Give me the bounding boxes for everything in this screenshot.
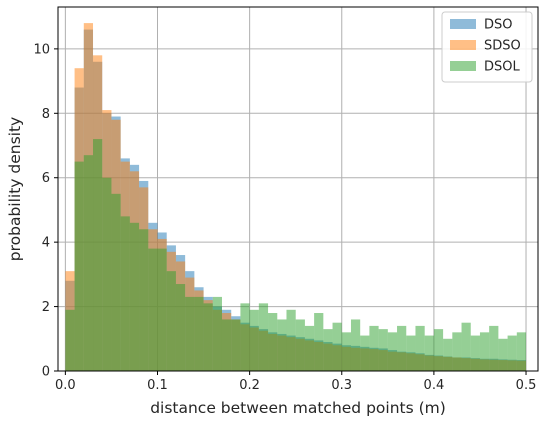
histogram-bar [175,284,186,371]
histogram-bar [470,335,480,371]
histogram-bar [93,139,103,371]
histogram-bar [350,319,361,371]
histogram-bar [194,296,204,371]
histogram-bar [489,325,499,371]
x-axis-label: distance between matched points (m) [150,399,446,417]
histogram-bar [166,271,176,371]
histogram-bar [258,303,269,371]
histogram-bar [424,335,434,371]
histogram-bar [74,161,84,371]
histogram-bar [332,322,342,371]
histogram-bar [148,248,158,371]
y-axis-label: probability density [6,117,24,261]
x-tick-label: 0.0 [55,378,76,393]
histogram-bar [203,303,213,371]
histogram-bar [452,332,462,371]
histogram-bar [212,296,222,371]
x-tick-label: 0.1 [147,378,168,393]
histogram-bar [83,155,94,371]
y-tick-label: 4 [42,236,50,251]
x-tick-label: 0.4 [424,378,445,393]
histogram-bar [268,313,278,371]
histogram-bar [516,332,527,371]
legend: DSO SDSO DSOL [441,11,533,83]
legend-label: DSO [484,18,513,33]
x-tick-label: 0.5 [516,378,537,393]
x-tick-label: 0.2 [239,378,260,393]
histogram-bar [111,193,121,371]
histogram-bar [360,335,370,371]
legend-swatch [450,61,476,71]
histogram-bar [295,319,305,371]
histogram-bar [277,319,287,371]
histogram-bar [249,309,259,371]
histogram-bar [443,338,453,371]
histogram-bar [185,296,195,371]
histogram-bar [221,319,232,371]
histogram-bar [479,332,490,371]
histogram-bar [120,216,130,371]
histogram-bar [369,325,379,371]
histogram-bar [433,329,444,371]
y-tick-label: 2 [42,300,50,315]
histogram-bar [323,329,333,371]
legend-swatch [450,19,476,29]
series-dsol [65,139,527,371]
histogram-bar [415,325,425,371]
histogram-bar [314,313,324,371]
plot-frame [57,6,539,372]
y-tick-label: 10 [33,42,50,57]
histogram-bar [397,325,407,371]
histogram-bar [378,329,388,371]
histogram-bar [498,338,508,371]
x-tick-label: 0.3 [331,378,352,393]
histogram-bar [507,335,517,371]
legend-swatch [450,40,476,50]
histogram-bar [461,322,471,371]
histogram-bar [304,325,315,371]
histogram-bar [231,319,241,371]
histogram-bar [102,177,112,371]
ticks: 0.0 0.1 0.2 0.3 0.4 0.5 0 2 4 6 8 10 [33,42,536,393]
histogram-bar [157,248,167,371]
histogram-bar [139,229,149,371]
legend-label: SDSO [484,39,521,54]
histogram-bar [286,309,296,371]
legend-label: DSOL [484,60,520,75]
histogram-bar [387,332,398,371]
histogram-bar [406,335,416,371]
histogram-bar [129,222,140,371]
bars [65,23,527,372]
y-tick-label: 0 [42,365,50,380]
histogram-bar [240,303,250,371]
histogram-bar [341,332,351,371]
y-tick-label: 8 [42,107,50,122]
histogram-bar [65,309,75,371]
y-tick-label: 6 [42,171,50,186]
